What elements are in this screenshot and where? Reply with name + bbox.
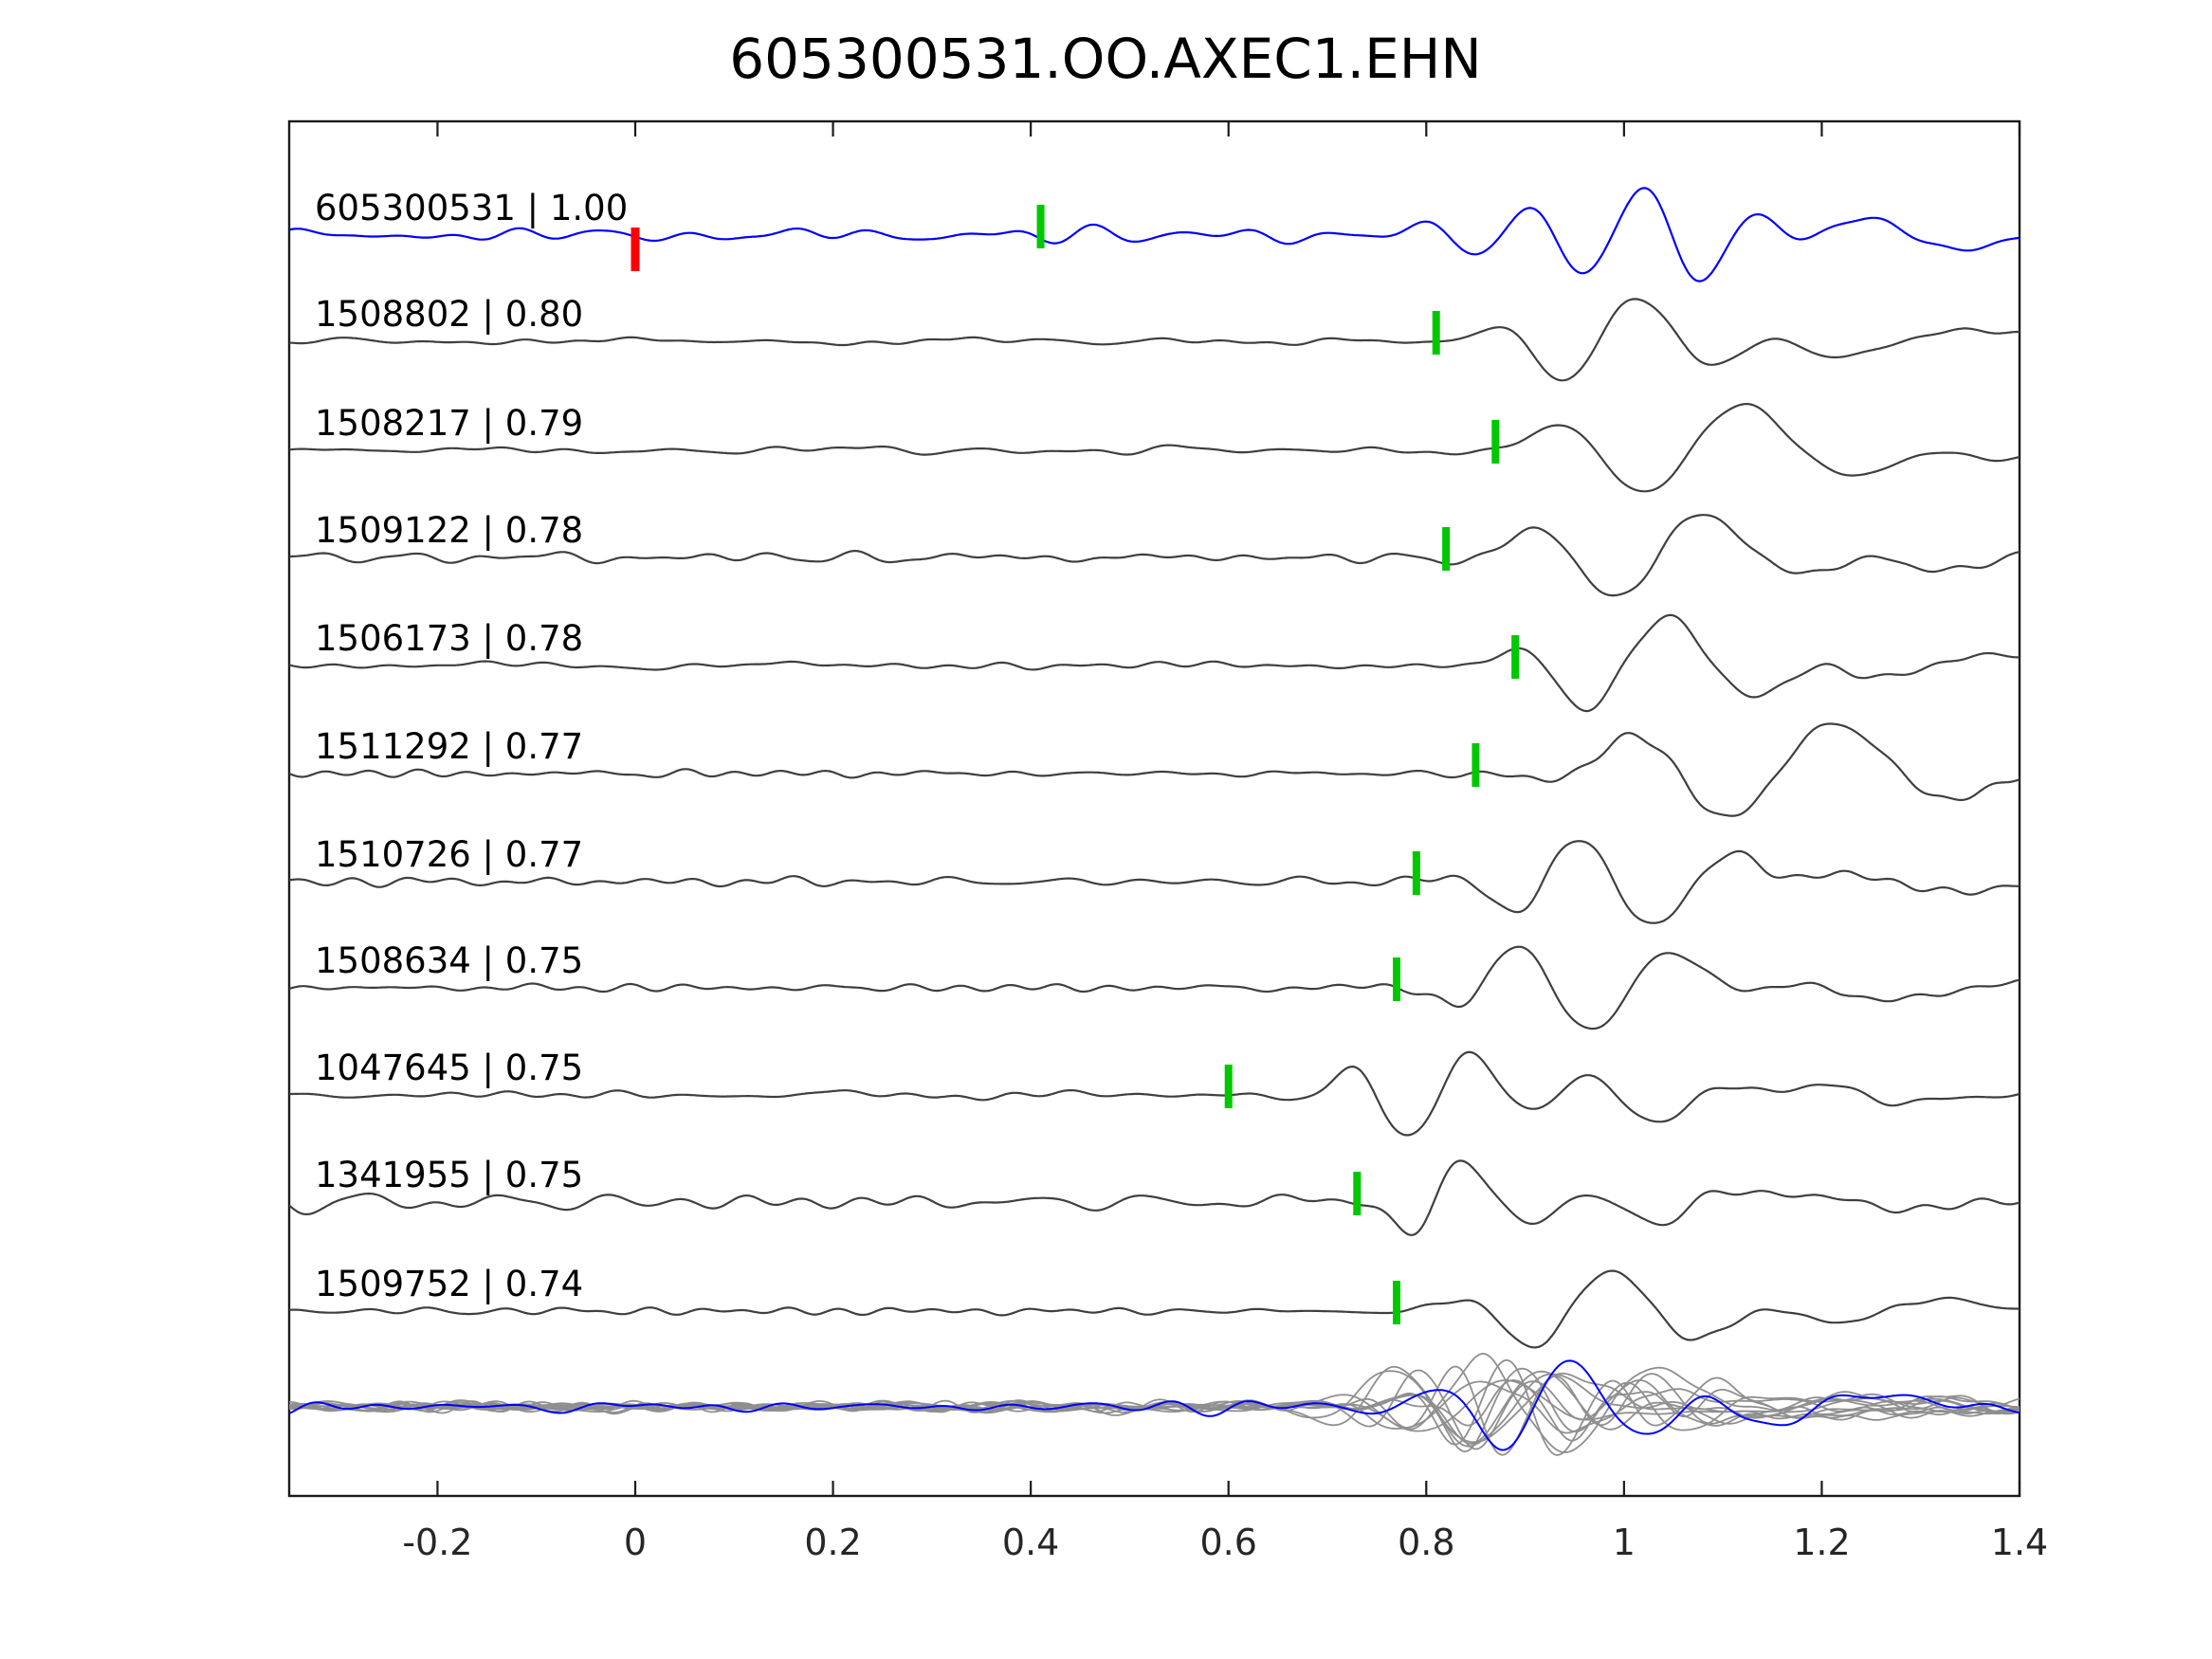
trace-label-1508217: 1508217 | 0.79 <box>315 403 583 444</box>
trace-label-1508634: 1508634 | 0.75 <box>315 940 583 981</box>
x-tick-label: 1 <box>1613 1522 1636 1563</box>
trace-label-1511292: 1511292 | 0.77 <box>315 726 583 767</box>
trace-label-1509752: 1509752 | 0.74 <box>315 1264 583 1304</box>
waveform-trace-1509122 <box>289 514 2020 597</box>
trace-label-1509122: 1509122 | 0.78 <box>315 510 583 551</box>
waveform-trace-1047645 <box>289 1050 2020 1137</box>
waveform-trace-1508634 <box>289 945 2020 1030</box>
x-tick-label: 1.2 <box>1793 1522 1850 1563</box>
x-tick-label: 0.8 <box>1398 1522 1454 1563</box>
plot-border <box>287 119 2021 1498</box>
x-tick-label: 0.6 <box>1199 1522 1256 1563</box>
x-tick-label: 0 <box>624 1522 647 1563</box>
waveform-trace-1508217 <box>289 403 2020 493</box>
pick-marker-1508802 <box>1432 311 1440 355</box>
pick-marker-1506173 <box>1511 635 1520 679</box>
pick-marker-1511292 <box>1472 743 1480 787</box>
x-tick-label: 1.4 <box>1991 1522 2048 1563</box>
waveform-trace-605300531 <box>289 187 2020 283</box>
pick-marker-1508217 <box>1491 420 1500 464</box>
pick-marker-1047645 <box>1224 1065 1233 1108</box>
trace-label-1510726: 1510726 | 0.77 <box>315 834 583 875</box>
chart-title: 605300531.OO.AXEC1.EHN <box>729 27 1481 91</box>
stack-gray-trace <box>289 1367 2020 1452</box>
pick-marker-1509752 <box>1393 1281 1400 1324</box>
trace-label-1508802: 1508802 | 0.80 <box>315 294 583 335</box>
trace-label-1047645: 1047645 | 0.75 <box>315 1048 583 1088</box>
pick-marker-605300531 <box>1036 205 1045 248</box>
trace-label-605300531: 605300531 | 1.00 <box>315 188 628 228</box>
waveform-trace-1511292 <box>289 722 2020 817</box>
x-tick-label: 0.4 <box>1002 1522 1059 1563</box>
pick-marker-1508634 <box>1393 957 1400 1001</box>
stack-template-trace <box>289 1359 2020 1451</box>
trace-label-1506173: 1506173 | 0.78 <box>315 618 583 659</box>
pick-marker-1341955 <box>1353 1172 1362 1215</box>
x-tick-label: -0.2 <box>402 1522 472 1563</box>
x-tick-label: 0.2 <box>804 1522 861 1563</box>
waveform-trace-1341955 <box>289 1159 2020 1236</box>
pick-marker-1509122 <box>1442 527 1451 571</box>
trace-label-1341955: 1341955 | 0.75 <box>315 1155 583 1195</box>
waveform-trace-1510726 <box>289 840 2020 924</box>
traces-group <box>289 187 2020 1456</box>
waveform-trace-1509752 <box>289 1269 2020 1349</box>
plot-content: -0.2 0 0.2 0.4 0.6 0.8 1 1.2 1.4 605300531 | 1.00… <box>287 119 2048 1563</box>
origin-time-marker <box>631 228 640 271</box>
pick-marker-1510726 <box>1412 851 1420 895</box>
waveform-trace-1506173 <box>289 613 2020 713</box>
waveform-trace-1508802 <box>289 298 2020 382</box>
